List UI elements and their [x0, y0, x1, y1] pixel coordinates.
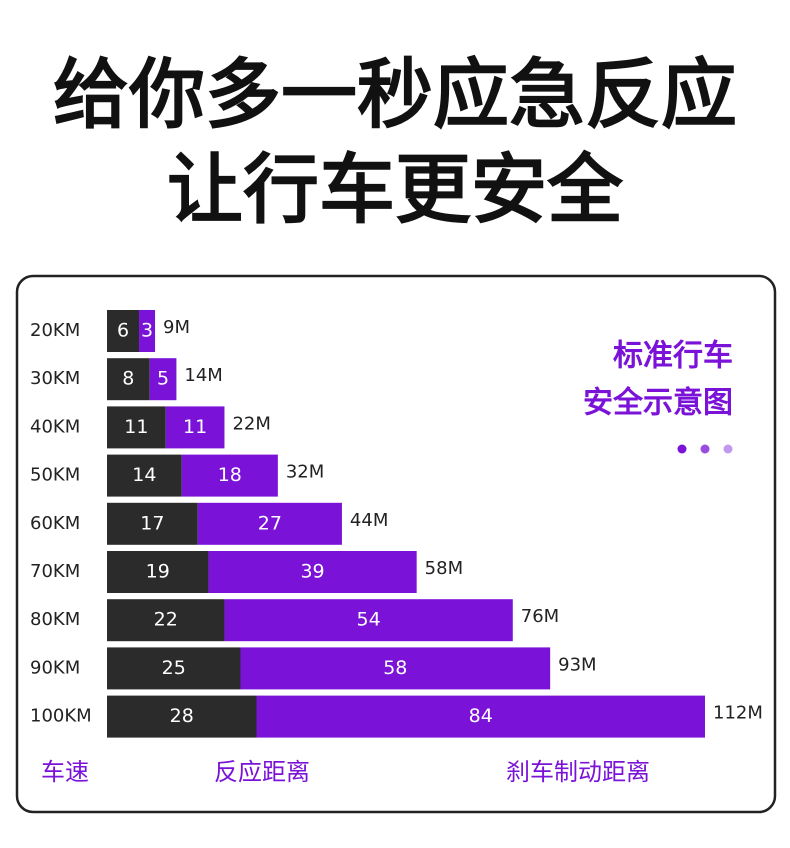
decor-dot [700, 444, 710, 454]
segment-label: 11 [124, 416, 148, 438]
bar-segment [107, 454, 182, 497]
bar-segment [107, 310, 140, 352]
bar-segment [107, 695, 257, 738]
title-line: 给你多一秒应急反应 [53, 50, 737, 139]
bar-segment [240, 647, 551, 690]
legend-label: 反应距离 [214, 758, 310, 786]
bar-segment [197, 502, 342, 545]
legend-label: 刹车制动距离 [506, 758, 650, 786]
bar-segment [224, 599, 513, 642]
total-label: 58M [425, 558, 463, 579]
category-label: 90KM [30, 657, 80, 678]
segment-label: 3 [141, 320, 153, 342]
bar-segment [149, 358, 177, 401]
bar-segment [107, 502, 198, 545]
bar-segment [181, 454, 278, 497]
bar-segment [165, 406, 225, 449]
bar-segment [208, 551, 417, 593]
bar-segment [139, 310, 156, 352]
segment-label: 84 [469, 705, 493, 727]
segment-label: 39 [300, 561, 324, 583]
category-label: 20KM [30, 320, 80, 341]
total-label: 22M [232, 413, 270, 434]
segment-label: 58 [383, 657, 407, 679]
segment-label: 28 [170, 705, 194, 727]
total-label: 44M [350, 510, 388, 531]
segment-label: 27 [258, 512, 282, 534]
category-axis-label: 车速 [41, 758, 89, 786]
decor-dot [677, 444, 687, 454]
category-label: 50KM [30, 465, 80, 486]
legend-title: 标准行车 [613, 339, 733, 374]
bar-segment [107, 406, 166, 449]
segment-label: 17 [140, 512, 164, 534]
segment-label: 8 [122, 368, 134, 390]
total-label: 76M [521, 606, 559, 627]
segment-label: 54 [357, 609, 381, 631]
total-label: 93M [558, 654, 596, 675]
segment-label: 19 [146, 561, 170, 583]
bar-segment [256, 695, 705, 738]
decor-dot [723, 444, 733, 454]
segment-label: 25 [162, 657, 186, 679]
category-label: 100KM [30, 706, 92, 727]
bar-segment [107, 647, 241, 690]
bar-segment [107, 358, 150, 401]
segment-label: 22 [154, 609, 178, 631]
category-label: 40KM [30, 416, 80, 437]
title-line: 让行车更安全 [167, 145, 624, 234]
segment-label: 14 [132, 464, 156, 486]
total-label: 14M [184, 365, 222, 386]
total-label: 32M [286, 462, 324, 483]
category-label: 60KM [30, 513, 80, 534]
segment-label: 11 [183, 416, 207, 438]
segment-label: 18 [218, 464, 242, 486]
category-label: 30KM [30, 368, 80, 389]
category-label: 70KM [30, 561, 80, 582]
bar-segment [107, 551, 209, 593]
segment-label: 6 [117, 320, 129, 342]
segment-label: 5 [157, 368, 169, 390]
total-label: 112M [713, 703, 763, 724]
total-label: 9M [163, 317, 190, 338]
legend-title: 安全示意图 [583, 386, 733, 421]
bar-segment [107, 599, 225, 642]
category-label: 80KM [30, 609, 80, 630]
